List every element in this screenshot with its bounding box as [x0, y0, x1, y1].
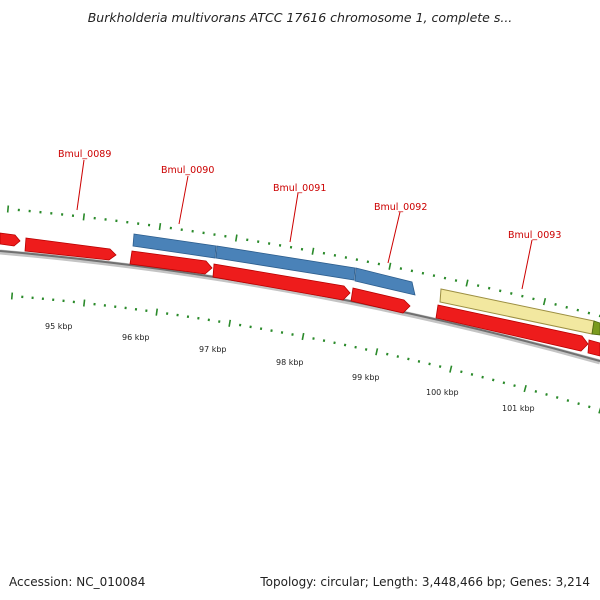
inner-tick-track: [10, 292, 600, 414]
outer-tick-mark: [82, 213, 86, 221]
inner-tick-mark: [155, 308, 159, 316]
outer-tick-mark: [158, 222, 162, 231]
gene-label-bmul-0090[interactable]: Bmul_0090: [161, 165, 214, 176]
outer-tick-mark: [565, 305, 568, 309]
leader-bmul-0089: [76, 159, 85, 211]
gene-label-bmul-0091[interactable]: Bmul_0091: [273, 183, 326, 194]
outer-tick-mark: [432, 274, 436, 278]
gene-feature-reverse[interactable]: [435, 304, 589, 352]
gene-feature-bmul-0092[interactable]: [354, 267, 416, 296]
inner-tick-mark: [375, 348, 379, 356]
gene-label-bmul-0089[interactable]: Bmul_0089: [58, 149, 111, 160]
inner-tick-mark: [513, 384, 516, 388]
inner-tick-mark: [83, 299, 86, 307]
gene-feature-reverse[interactable]: [24, 237, 117, 261]
gene-feature-reverse[interactable]: [0, 232, 21, 247]
outer-tick-mark: [388, 262, 392, 270]
kbp-label-99: 99 kbp: [352, 373, 380, 382]
inner-tick-mark: [301, 332, 305, 341]
outer-tick-mark: [542, 298, 547, 306]
outer-tick-mark: [587, 311, 591, 315]
outer-tick-track: [6, 205, 600, 318]
inner-tick-mark: [481, 375, 484, 379]
outer-tick-mark: [421, 271, 425, 275]
inner-tick-mark: [354, 345, 357, 349]
outer-tick-mark: [454, 279, 458, 282]
outer-tick-mark: [510, 292, 513, 295]
inner-tick-mark: [228, 319, 232, 327]
inner-tick-mark: [491, 378, 495, 382]
leader-bmul-0091: [289, 192, 299, 243]
outer-tick-mark: [532, 297, 535, 301]
inner-tick-mark: [534, 390, 538, 393]
inner-tick-mark: [407, 357, 410, 361]
inner-tick-mark: [598, 407, 600, 414]
gene-label-bmul-0092[interactable]: Bmul_0092: [374, 202, 427, 213]
outer-tick-mark: [498, 289, 502, 293]
gene-feature-next[interactable]: [591, 320, 600, 336]
outer-tick-mark: [443, 276, 447, 280]
outer-tick-mark: [6, 205, 10, 213]
leader-bmul-0092: [387, 211, 401, 264]
inner-tick-mark: [460, 370, 463, 374]
inner-tick-mark: [10, 292, 14, 300]
outer-tick-mark: [554, 303, 557, 306]
gene-feature-reverse[interactable]: [129, 250, 213, 275]
map-title: Burkholderia multivorans ATCC 17616 chro…: [87, 10, 513, 25]
inner-tick-mark: [364, 348, 368, 351]
accession-text: Accession: NC_010084: [9, 575, 146, 589]
inner-tick-mark: [417, 360, 421, 363]
kbp-label-97: 97 kbp: [199, 345, 227, 354]
topology-summary: Topology: circular; Length: 3,448,466 bp…: [260, 575, 590, 589]
outer-tick-mark: [410, 269, 414, 273]
kbp-label-95: 95 kbp: [45, 322, 73, 331]
inner-tick-mark: [438, 365, 442, 368]
kbp-label-101: 101 kbp: [502, 404, 535, 413]
outer-tick-mark: [487, 286, 491, 290]
inner-tick-mark: [449, 365, 453, 373]
inner-tick-mark: [386, 352, 389, 356]
leader-bmul-0093: [521, 239, 533, 290]
inner-tick-mark: [545, 393, 548, 396]
inner-tick-mark: [470, 373, 474, 376]
inner-tick-mark: [587, 405, 591, 409]
inner-tick-mark: [502, 381, 506, 385]
inner-tick-mark: [555, 396, 559, 399]
outer-tick-mark: [476, 284, 480, 288]
outer-tick-mark: [465, 279, 469, 287]
kbp-label-100: 100 kbp: [426, 388, 459, 397]
leader-bmul-0090: [178, 175, 189, 225]
inner-tick-mark: [566, 399, 570, 402]
inner-tick-mark: [428, 362, 431, 366]
gene-feature-reverse[interactable]: [212, 263, 351, 301]
kbp-label-98: 98 kbp: [276, 358, 304, 367]
outer-tick-mark: [521, 294, 524, 298]
gene-feature-reverse[interactable]: [350, 287, 411, 314]
outer-tick-mark: [311, 247, 315, 255]
gene-feature-reverse[interactable]: [587, 339, 600, 357]
outer-tick-mark: [399, 267, 403, 270]
outer-tick-mark: [234, 234, 238, 242]
inner-tick-mark: [577, 402, 580, 406]
kbp-label-96: 96 kbp: [122, 333, 150, 342]
gene-label-bmul-0093[interactable]: Bmul_0093: [508, 230, 561, 241]
gene-feature-bmul-0090[interactable]: [132, 233, 217, 259]
inner-tick-mark: [396, 355, 400, 358]
inner-tick-mark: [523, 384, 527, 393]
outer-tick-mark: [576, 308, 580, 312]
gene-feature-bmul-0091[interactable]: [215, 245, 356, 281]
